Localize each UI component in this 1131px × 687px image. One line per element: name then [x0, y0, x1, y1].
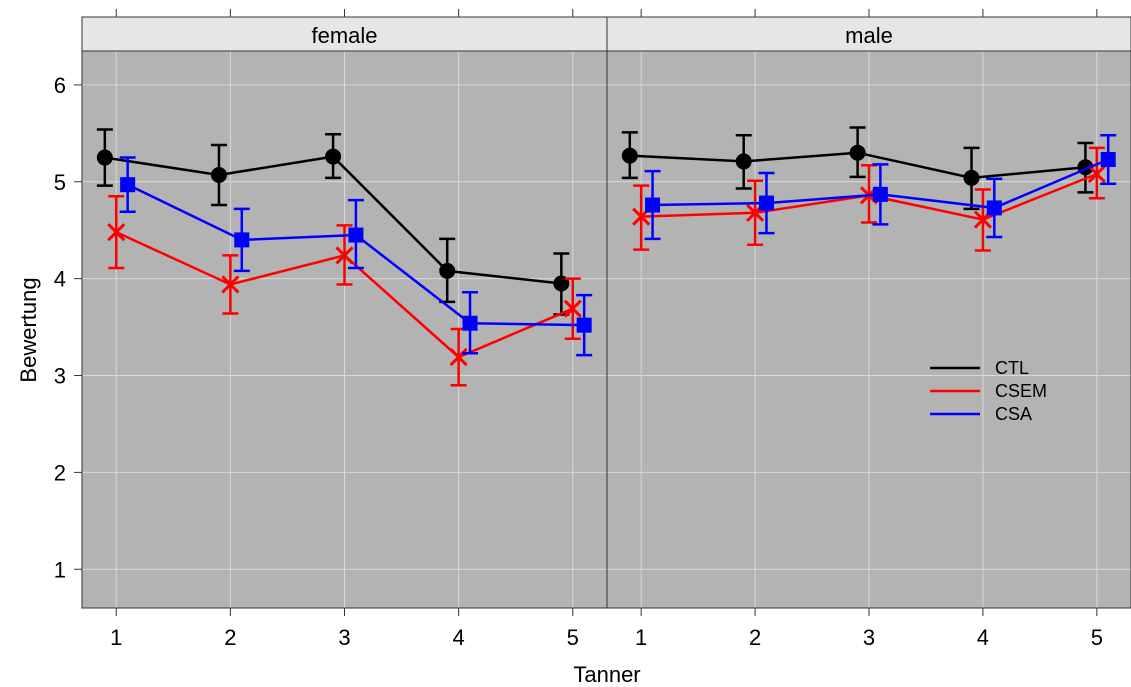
data-point	[348, 227, 364, 243]
data-point	[325, 148, 342, 165]
data-point	[335, 246, 354, 265]
data-point	[963, 169, 980, 186]
y-tick-label: 2	[54, 460, 66, 485]
strip-label: male	[845, 23, 893, 48]
data-point	[563, 299, 582, 318]
data-point	[120, 177, 136, 193]
data-point	[449, 348, 468, 367]
marker-stroke	[221, 275, 240, 294]
x-tick-label: 2	[224, 625, 236, 650]
data-point	[221, 275, 240, 294]
marker-stroke	[449, 348, 468, 367]
series-csa-female	[119, 156, 593, 357]
data-point	[735, 153, 752, 170]
data-point	[234, 232, 250, 248]
marker-stroke	[335, 246, 354, 265]
series-ctl-male	[621, 126, 1094, 211]
y-tick-label: 6	[54, 73, 66, 98]
data-point	[210, 166, 227, 183]
x-tick-label: 2	[749, 625, 761, 650]
data-point	[1087, 164, 1106, 184]
legend-item-ctl: CTL	[930, 358, 1029, 378]
data-point	[986, 200, 1002, 216]
legend-item-csa: CSA	[930, 404, 1032, 424]
x-axis-title: Tanner	[573, 662, 640, 687]
strip-label: female	[311, 23, 377, 48]
marker-stroke	[107, 223, 126, 242]
x-tick-label: 5	[1091, 625, 1103, 650]
panel-male: male 1 2 3 4 5	[606, 9, 1131, 650]
data-point	[107, 223, 126, 242]
legend-label: CSEM	[995, 381, 1047, 401]
y-tick-label: 4	[54, 267, 66, 292]
y-tick-label: 1	[54, 557, 66, 582]
data-point	[576, 317, 592, 333]
panel-female: female 1 2 3 4 5	[81, 9, 608, 650]
x-tick-label: 1	[635, 625, 647, 650]
y-tick-label: 5	[54, 170, 66, 195]
legend-item-csem: CSEM	[930, 381, 1047, 401]
series-csa-male	[644, 134, 1117, 241]
x-tick-label: 1	[110, 625, 122, 650]
data-point	[872, 186, 888, 202]
strip-male	[606, 16, 1131, 52]
x-tick-label: 4	[977, 625, 989, 650]
data-point	[462, 315, 478, 331]
y-axis-title: Bewertung	[16, 277, 41, 382]
series-csem-female	[107, 195, 582, 387]
x-tick-label: 4	[453, 625, 465, 650]
legend-label: CSA	[995, 404, 1032, 424]
data-point	[1100, 151, 1116, 167]
legend-label: CTL	[995, 358, 1029, 378]
data-point	[849, 144, 866, 161]
data-point	[645, 197, 661, 213]
y-tick-label: 3	[54, 364, 66, 389]
data-point	[439, 262, 456, 279]
data-point	[96, 149, 113, 166]
marker-stroke	[563, 299, 582, 318]
marker-stroke	[1087, 164, 1106, 184]
data-point	[758, 195, 774, 211]
x-tick-label: 3	[863, 625, 875, 650]
x-tick-label: 3	[338, 625, 350, 650]
data-point	[621, 147, 638, 164]
x-tick-label: 5	[567, 625, 579, 650]
